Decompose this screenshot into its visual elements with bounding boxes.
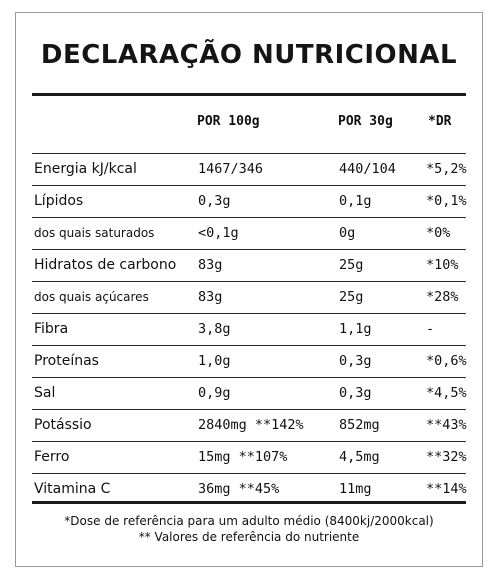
value-dr: - — [426, 321, 435, 337]
value-dr: **32% — [426, 449, 467, 465]
table-row: Energia kJ/kcal 1467/346 440/104 *5,2% — [32, 153, 467, 185]
value-dr: *10% — [426, 257, 459, 273]
value-per-30g: 0,3g — [339, 353, 372, 369]
nutrient-name: Sal — [34, 385, 56, 401]
value-per-30g: 25g — [339, 257, 364, 273]
value-per-100g: 2840mg **142% — [198, 417, 304, 433]
nutrient-name: Lípidos — [34, 193, 84, 209]
nutrient-name: Fibra — [34, 321, 69, 337]
table-row: dos quais saturados <0,1g 0g *0% — [32, 217, 466, 249]
value-per-100g: 83g — [198, 289, 223, 305]
value-dr: **43% — [426, 417, 467, 433]
value-per-100g: 83g — [198, 257, 223, 273]
table-row: dos quais açúcares 83g 25g *28% — [32, 281, 466, 313]
value-dr: **14% — [426, 481, 467, 497]
nutrient-table-body: Energia kJ/kcal 1467/346 440/104 *5,2% Lípid… — [32, 153, 467, 505]
table-row: Hidratos de carbono 83g 25g *10% — [32, 249, 466, 281]
value-per-30g: 0,1g — [339, 193, 372, 209]
value-per-30g: 4,5mg — [339, 449, 380, 465]
nutrient-name: dos quais saturados — [34, 226, 155, 240]
table-header: POR 100g POR 30g *DR — [32, 101, 466, 143]
nutrient-name: Vitamina C — [34, 481, 111, 497]
bottom-rule — [32, 501, 466, 504]
value-per-30g: 440/104 — [339, 161, 396, 177]
footnote-nutrient-reference: ** Valores de referência do nutriente — [138, 530, 360, 544]
value-per-100g: 0,3g — [198, 193, 231, 209]
nutrient-name: Energia kJ/kcal — [34, 161, 137, 177]
value-per-30g: 0,3g — [339, 385, 372, 401]
value-dr: *0,1% — [426, 193, 467, 209]
value-dr: *0,6% — [426, 353, 467, 369]
value-per-100g: <0,1g — [198, 225, 239, 241]
nutrition-label: DECLARAÇÃO NUTRICIONAL POR 100g POR 30g … — [15, 12, 483, 567]
table-row: Proteínas 1,0g 0,3g *0,6% — [32, 345, 467, 377]
value-dr: *0% — [426, 225, 451, 241]
table-row: Ferro 15mg **107% 4,5mg **32% — [32, 441, 467, 473]
table-row: Sal 0,9g 0,3g *4,5% — [32, 377, 467, 409]
table-row: Lípidos 0,3g 0,1g *0,1% — [32, 185, 467, 217]
value-per-100g: 15mg **107% — [198, 449, 288, 465]
value-per-30g: 11mg — [339, 481, 372, 497]
value-per-100g: 36mg **45% — [198, 481, 280, 497]
nutrient-name: Potássio — [34, 417, 92, 433]
value-per-30g: 0g — [339, 225, 356, 241]
value-per-30g: 1,1g — [339, 321, 372, 337]
value-dr: *5,2% — [426, 161, 467, 177]
nutrient-name: Ferro — [34, 449, 70, 465]
value-per-100g: 0,9g — [198, 385, 231, 401]
header-per-30g: POR 30g — [338, 114, 393, 129]
table-row: Potássio 2840mg **142% 852mg **43% — [32, 409, 467, 441]
value-dr: *28% — [426, 289, 459, 305]
nutrient-name: Hidratos de carbono — [34, 257, 177, 273]
value-per-30g: 25g — [339, 289, 364, 305]
nutrient-name: dos quais açúcares — [34, 290, 149, 304]
value-dr: *4,5% — [426, 385, 467, 401]
value-per-30g: 852mg — [339, 417, 380, 433]
footnotes: *Dose de referência para um adulto médio… — [16, 513, 482, 545]
footnote-reference-intake: *Dose de referência para um adulto médio… — [64, 514, 434, 528]
header-per-100g: POR 100g — [197, 114, 260, 129]
table-row: Vitamina C 36mg **45% 11mg **14% — [32, 473, 467, 505]
header-dr: *DR — [428, 114, 452, 129]
nutrient-name: Proteínas — [34, 353, 99, 369]
label-title: DECLARAÇÃO NUTRICIONAL — [40, 40, 458, 70]
table-row: Fibra 3,8g 1,1g - — [32, 313, 466, 345]
value-per-100g: 1,0g — [198, 353, 231, 369]
value-per-100g: 3,8g — [198, 321, 231, 337]
top-rule — [32, 93, 466, 96]
value-per-100g: 1467/346 — [198, 161, 264, 177]
